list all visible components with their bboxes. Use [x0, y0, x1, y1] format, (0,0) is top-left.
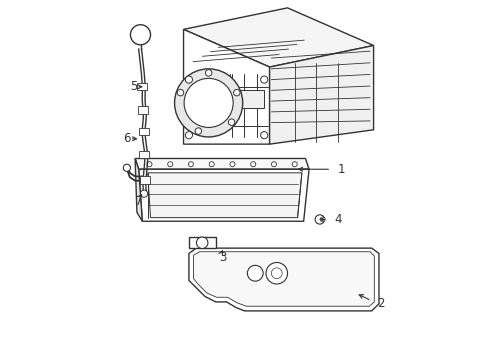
Circle shape	[271, 268, 282, 279]
Polygon shape	[188, 237, 215, 248]
Circle shape	[123, 164, 130, 171]
Polygon shape	[137, 83, 147, 90]
Polygon shape	[139, 128, 149, 135]
Circle shape	[196, 237, 207, 248]
Circle shape	[271, 162, 276, 167]
Circle shape	[177, 89, 183, 96]
Text: 7: 7	[135, 195, 142, 208]
Circle shape	[260, 76, 267, 83]
Circle shape	[209, 162, 214, 167]
Polygon shape	[269, 45, 373, 144]
Polygon shape	[140, 176, 150, 184]
Polygon shape	[139, 151, 149, 158]
Circle shape	[228, 119, 234, 125]
Polygon shape	[135, 158, 142, 221]
Polygon shape	[188, 248, 378, 311]
Polygon shape	[183, 30, 269, 144]
Circle shape	[147, 162, 152, 167]
Circle shape	[140, 190, 147, 197]
Circle shape	[314, 215, 324, 224]
Circle shape	[184, 78, 233, 127]
Circle shape	[130, 25, 150, 45]
Circle shape	[320, 217, 325, 222]
Text: 1: 1	[337, 163, 345, 176]
Circle shape	[265, 262, 287, 284]
Text: 3: 3	[219, 251, 226, 264]
Polygon shape	[139, 169, 308, 221]
Polygon shape	[193, 252, 373, 306]
Circle shape	[167, 162, 172, 167]
Circle shape	[229, 162, 235, 167]
Text: 5: 5	[129, 80, 137, 93]
Circle shape	[260, 132, 267, 139]
Circle shape	[250, 162, 255, 167]
Circle shape	[185, 132, 192, 139]
Text: 4: 4	[333, 213, 341, 226]
Circle shape	[247, 265, 263, 281]
Circle shape	[233, 89, 240, 96]
Text: 2: 2	[376, 297, 384, 310]
Polygon shape	[183, 8, 373, 67]
Polygon shape	[135, 158, 308, 169]
Circle shape	[195, 128, 201, 134]
Circle shape	[185, 76, 192, 83]
Polygon shape	[231, 90, 264, 108]
Polygon shape	[147, 173, 301, 218]
Polygon shape	[137, 107, 147, 114]
Circle shape	[205, 70, 211, 76]
Circle shape	[174, 69, 242, 137]
Circle shape	[292, 162, 297, 167]
Text: 6: 6	[123, 132, 130, 145]
Circle shape	[188, 162, 193, 167]
